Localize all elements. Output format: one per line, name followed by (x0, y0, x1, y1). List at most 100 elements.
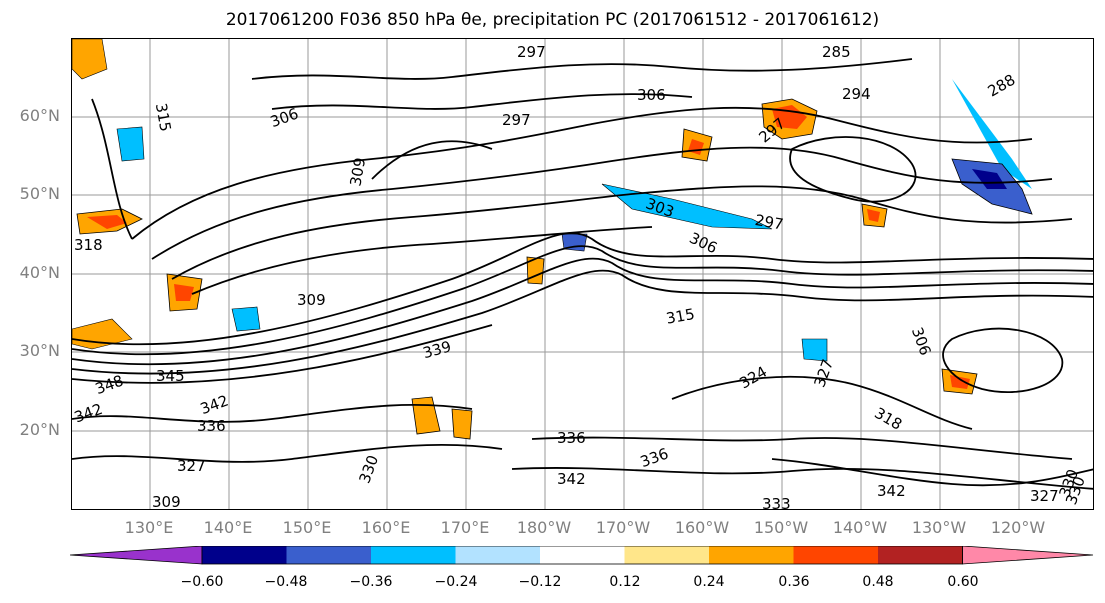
contour-label: 342 (72, 400, 105, 427)
map-title: 2017061200 F036 850 hPa θe, precipitatio… (225, 10, 880, 30)
theta-e-contours (72, 58, 1093, 490)
contour-label: 336 (197, 417, 226, 435)
contour-line (72, 269, 1093, 375)
precip-patch (801, 338, 828, 362)
colorbar-segment (540, 546, 625, 564)
lon-label: 160°W (674, 518, 730, 537)
contour-line (72, 232, 1093, 346)
lon-label: 170°W (595, 518, 651, 537)
contour-label: 297 (754, 211, 785, 234)
colorbar-segment (793, 546, 878, 564)
colorbar (70, 546, 1094, 565)
contour-label: 324 (736, 363, 770, 393)
colorbar-segment (624, 546, 709, 564)
precip-patch (972, 169, 1007, 189)
lat-label: 30°N (19, 341, 60, 360)
contour-label: 315 (665, 305, 696, 328)
colorbar-tick-label: −0.24 (434, 574, 478, 590)
contour-label: 342 (877, 482, 906, 500)
contour-line (171, 185, 1073, 280)
contour-label: 297 (517, 43, 546, 61)
contour-label: 327 (1030, 487, 1059, 505)
contour-line (72, 245, 1093, 356)
colorbar-extend-low (70, 546, 203, 565)
contour-line (371, 140, 493, 180)
colorbar-extend-high (962, 546, 1094, 565)
contour-label: 309 (346, 156, 369, 187)
contour-label: 345 (156, 367, 185, 385)
contour-label: 327 (177, 457, 206, 475)
precip-patch (116, 126, 145, 162)
colorbar-segments (70, 546, 1094, 565)
colorbar-segment (709, 546, 794, 564)
contour-label: 309 (297, 291, 326, 309)
colorbar-tick-label: 0.24 (693, 574, 725, 590)
contour-label: 333 (762, 495, 791, 510)
lon-label: 150°W (753, 518, 809, 537)
contour-label: 285 (822, 43, 851, 61)
colorbar-tick-label: −0.36 (349, 574, 393, 590)
colorbar-tick-label: −0.60 (180, 574, 224, 590)
contour-line (771, 458, 1093, 487)
map-canvas: 297 306 297 315 288 285 294 297 306 303 … (72, 39, 1093, 510)
contour-label: 318 (74, 236, 103, 254)
contour-line (151, 146, 1053, 260)
contour-label: 336 (557, 429, 586, 447)
lat-label: 60°N (19, 106, 60, 125)
contour-line (91, 98, 133, 240)
precip-patch (772, 105, 807, 129)
contour-line (942, 327, 1064, 393)
precip-patch (952, 79, 1032, 189)
contour-line (72, 324, 493, 384)
precip-patch (411, 396, 441, 435)
contour-line (72, 403, 473, 423)
colorbar-segment (286, 546, 371, 564)
colorbar-segment (371, 546, 456, 564)
colorbar-tick-label: −0.48 (264, 574, 308, 590)
contour-label: 327 (810, 357, 837, 390)
contour-line (72, 443, 503, 463)
colorbar-tick-label: 0.36 (778, 574, 810, 590)
lon-label: 120°W (990, 518, 1046, 537)
contour-label: 303 (643, 194, 676, 221)
lon-label: 130°E (124, 518, 174, 537)
colorbar-segment (202, 546, 287, 564)
contour-line (251, 58, 913, 80)
contour-label: 330 (355, 453, 382, 486)
precip-patch (231, 306, 261, 332)
contour-line (789, 136, 917, 203)
colorbar-segment (455, 546, 540, 564)
colorbar-tick-label: 0.12 (609, 574, 641, 590)
contour-label: 306 (637, 86, 666, 104)
precip-patch (451, 408, 473, 440)
colorbar-segment (878, 546, 963, 564)
colorbar-tick-label: 0.60 (947, 574, 979, 590)
contour-label-layer: 297 306 297 315 288 285 294 297 306 303 … (72, 43, 1089, 510)
lon-label: 140°W (832, 518, 888, 537)
map-panel: 297 306 297 315 288 285 294 297 306 303 … (71, 38, 1094, 510)
colorbar-outline (201, 546, 963, 565)
contour-label: 294 (842, 85, 871, 103)
contour-line (511, 467, 1093, 490)
contour-label: 342 (557, 470, 586, 488)
contour-label: 309 (152, 493, 181, 510)
lon-label: 170°E (440, 518, 490, 537)
lon-label: 160°E (361, 518, 411, 537)
precip-patch (950, 375, 970, 389)
precip-patch (174, 284, 194, 301)
lon-label: 180°W (516, 518, 572, 537)
contour-line (131, 106, 1033, 240)
precip-patch (87, 215, 127, 229)
contour-label: 315 (152, 102, 175, 133)
contour-label: 339 (421, 337, 453, 362)
lat-label: 40°N (19, 263, 60, 282)
colorbar-tick-label: −0.12 (518, 574, 562, 590)
contour-label: 348 (93, 371, 126, 398)
contour-label: 288 (985, 71, 1019, 101)
contour-label: 342 (198, 391, 231, 418)
lon-label: 140°E (203, 518, 253, 537)
contour-line (191, 226, 653, 295)
contour-line (72, 257, 1093, 366)
precip-patch (867, 209, 880, 222)
contour-line (531, 436, 1073, 460)
